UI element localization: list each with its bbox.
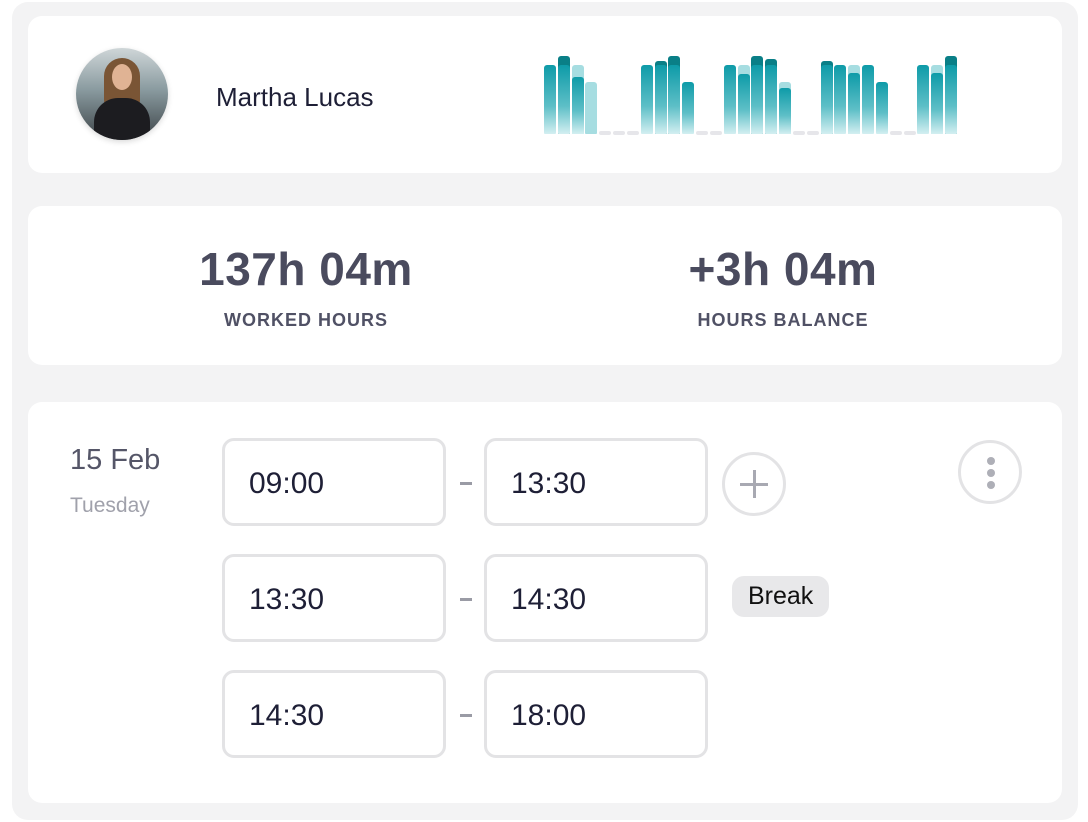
worked-hours-bar <box>820 64 833 134</box>
worked-hours-stat: 137h 04m WORKED HOURS <box>106 242 506 331</box>
worked-hours-bar <box>654 64 667 134</box>
worked-hours-bar <box>848 72 861 134</box>
empty-day-mark <box>696 131 709 135</box>
range-separator <box>460 714 472 717</box>
worked-hours-bar <box>571 77 584 134</box>
worked-hours-bar <box>737 73 750 134</box>
worked-hours-bar <box>917 64 930 134</box>
worked-hours-bar <box>765 64 778 134</box>
daily-hours-chart <box>544 54 964 136</box>
worked-hours-bar <box>779 88 792 134</box>
worked-hours-bar <box>862 64 875 134</box>
worked-hours-bar <box>875 82 888 134</box>
expected-hours-bar <box>585 82 598 134</box>
hours-balance-stat: +3h 04m HOURS BALANCE <box>583 242 983 331</box>
start-time-input[interactable]: 14:30 <box>222 670 446 758</box>
hours-balance-label: HOURS BALANCE <box>697 310 869 330</box>
user-name: Martha Lucas <box>216 82 374 112</box>
empty-day-mark <box>709 131 722 135</box>
empty-day-mark <box>626 131 639 135</box>
worked-hours-bar <box>668 64 681 134</box>
empty-day-mark <box>599 131 612 135</box>
worked-hours-bar <box>751 64 764 134</box>
add-interval-button[interactable] <box>722 452 786 516</box>
worked-hours-bar <box>544 64 556 134</box>
worked-hours-bar <box>834 64 847 134</box>
worked-hours-bar <box>945 64 958 134</box>
start-time-input[interactable]: 13:30 <box>222 554 446 642</box>
hours-balance-value: +3h 04m <box>688 243 878 295</box>
avatar <box>76 48 168 140</box>
empty-day-mark <box>903 131 916 135</box>
start-time-input[interactable]: 09:00 <box>222 438 446 526</box>
empty-day-mark <box>613 131 626 135</box>
worked-hours-bar <box>931 72 944 134</box>
worked-hours-bar <box>723 64 736 134</box>
empty-day-mark <box>792 131 805 135</box>
worked-hours-bar <box>682 82 695 134</box>
end-time-input[interactable]: 14:30 <box>484 554 708 642</box>
worked-hours-label: WORKED HOURS <box>224 310 388 330</box>
entry-weekday: Tuesday <box>70 494 150 517</box>
empty-day-mark <box>806 131 819 135</box>
profile-card: Martha Lucas <box>28 16 1062 173</box>
empty-day-mark <box>889 131 902 135</box>
range-separator <box>460 482 472 485</box>
worked-hours-bar <box>640 64 653 134</box>
timesheet-panel: Martha Lucas 137h 04m WORKED HOURS +3h 0… <box>12 2 1078 820</box>
end-time-input[interactable]: 18:00 <box>484 670 708 758</box>
entry-date: 15 Feb <box>70 444 161 476</box>
range-separator <box>460 598 472 601</box>
end-time-input[interactable]: 13:30 <box>484 438 708 526</box>
worked-hours-bar <box>557 64 570 134</box>
day-entry-card: 15 Feb Tuesday 09:00 13:30 13:30 14:30 B… <box>28 402 1062 803</box>
stats-card: 137h 04m WORKED HOURS +3h 04m HOURS BALA… <box>28 206 1062 365</box>
more-options-button[interactable] <box>958 440 1022 504</box>
worked-hours-value: 137h 04m <box>199 243 413 295</box>
break-badge[interactable]: Break <box>732 576 830 617</box>
